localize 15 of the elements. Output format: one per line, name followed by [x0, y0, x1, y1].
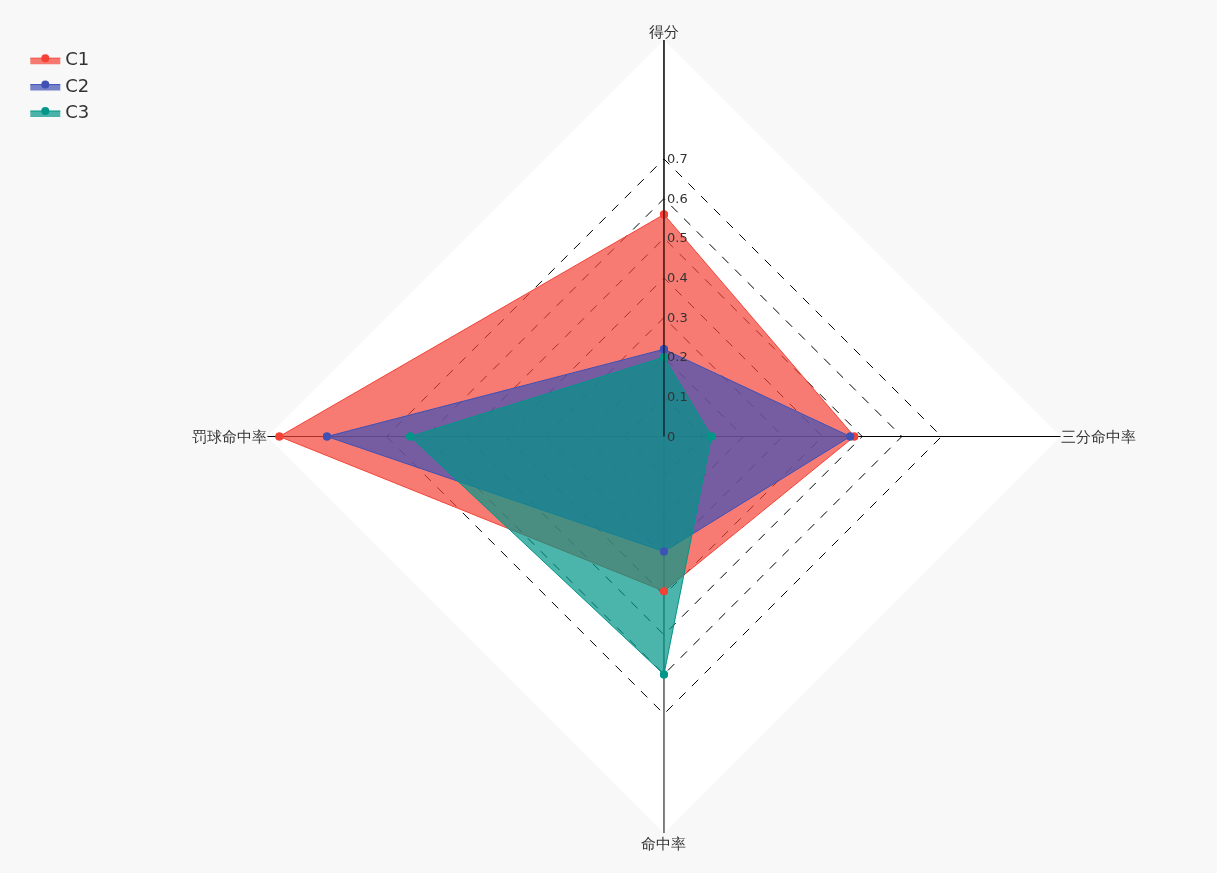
y-tick-label: 0.7: [667, 151, 688, 167]
y-tick-label: 0.6: [667, 190, 688, 206]
spoke-label: 罚球命中率: [191, 427, 267, 446]
spoke-label: 三分命中率: [1060, 427, 1136, 446]
y-tick-label: 0.1: [667, 389, 688, 405]
y-tick-label: 0.2: [667, 349, 688, 365]
legend-label: C1: [65, 48, 90, 70]
y-tick-label: 0: [667, 428, 676, 444]
y-tick-label: 0.5: [667, 230, 688, 246]
spoke-label: 命中率: [641, 834, 687, 853]
legend-label: C2: [65, 74, 90, 96]
y-tick-label: 0.3: [667, 309, 688, 325]
y-tick-label: 0.4: [667, 270, 688, 286]
spoke-label: 得分: [648, 22, 679, 41]
legend-label: C3: [65, 101, 90, 123]
